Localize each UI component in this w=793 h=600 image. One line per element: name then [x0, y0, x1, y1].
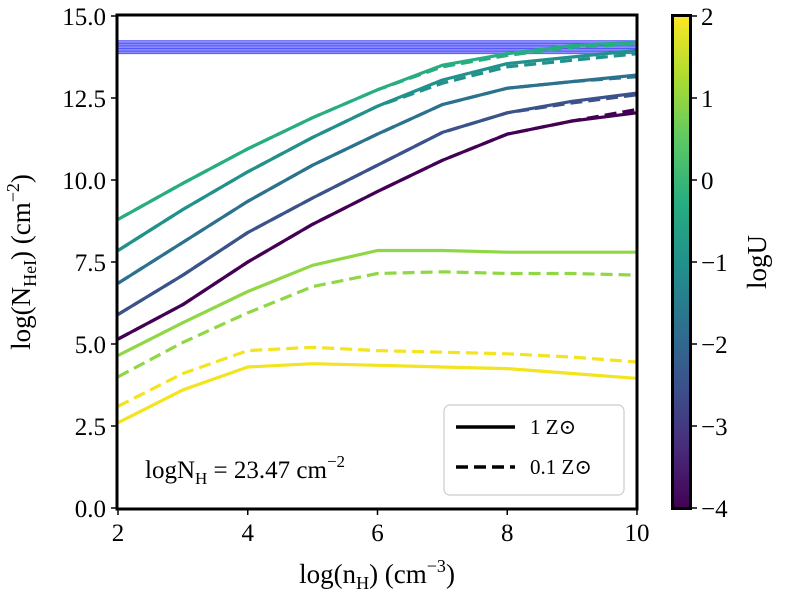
series-line-logU-2-solar	[118, 362, 637, 425]
y-tick-label: 12.5	[62, 86, 106, 113]
x-tick-label: 2	[112, 520, 125, 547]
x-tick-label: 8	[501, 520, 514, 547]
series-line-logU-2-tenth-solar	[118, 345, 637, 408]
x-tick-label: 10	[625, 520, 650, 547]
series-line-logU-0-tenth-solar	[118, 42, 637, 221]
y-tick-label: 5.0	[75, 332, 106, 359]
y-tick-label: 0.0	[75, 496, 106, 523]
legend-solid-label: 1 Z⊙	[530, 415, 576, 439]
x-tick-label: 6	[371, 520, 384, 547]
y-tick-label: 2.5	[75, 414, 106, 441]
series-line-logU-m3-tenth-solar	[118, 93, 637, 316]
colorbar-tick-label: 1	[701, 86, 714, 113]
colorbar-tick-label: −1	[701, 250, 728, 277]
series-line-logU-m1-tenth-solar	[118, 52, 637, 252]
y-axis-label: log(NHeI) (cm−2)	[3, 174, 40, 350]
axis-ticks: 2 4 6 8 10 0.0 2.5 5.0 7.5 10.0 12.5 15.0	[62, 4, 649, 547]
column-density-annotation: logNH = 23.47 cm−2	[145, 452, 345, 488]
series-line-logU-m1-solar	[118, 48, 637, 252]
observed-band-fill	[118, 40, 637, 54]
colorbar-tick-label: 2	[701, 4, 714, 31]
x-axis-label: log(nH) (cm−3)	[299, 556, 455, 593]
colorbar-tick-label: −4	[701, 496, 728, 523]
series-line-logU-m4-tenth-solar	[118, 107, 637, 341]
y-tick-label: 10.0	[62, 168, 106, 195]
series-line-logU-1-solar	[118, 248, 637, 357]
legend: 1 Z⊙ 0.1 Z⊙	[443, 404, 625, 496]
colorbar-tick-label: 0	[701, 168, 714, 195]
colorbar-tick-label: −2	[701, 332, 728, 359]
colorbar: 2 1 0 −1 −2 −3 −4 logU	[671, 4, 772, 523]
colorbar-gradient	[673, 16, 690, 508]
y-tick-label: 15.0	[62, 4, 106, 31]
plot-area	[118, 40, 637, 425]
legend-dashed-label: 0.1 Z⊙	[530, 455, 592, 479]
x-tick-label: 4	[242, 520, 255, 547]
colorbar-label: logU	[742, 235, 772, 289]
series-line-logU-m2-tenth-solar	[118, 75, 637, 285]
colorbar-tick-label: −3	[701, 414, 728, 441]
series-line-logU-1-tenth-solar	[118, 270, 637, 379]
series-line-logU-m4-solar	[118, 111, 637, 341]
y-tick-label: 7.5	[75, 250, 106, 277]
